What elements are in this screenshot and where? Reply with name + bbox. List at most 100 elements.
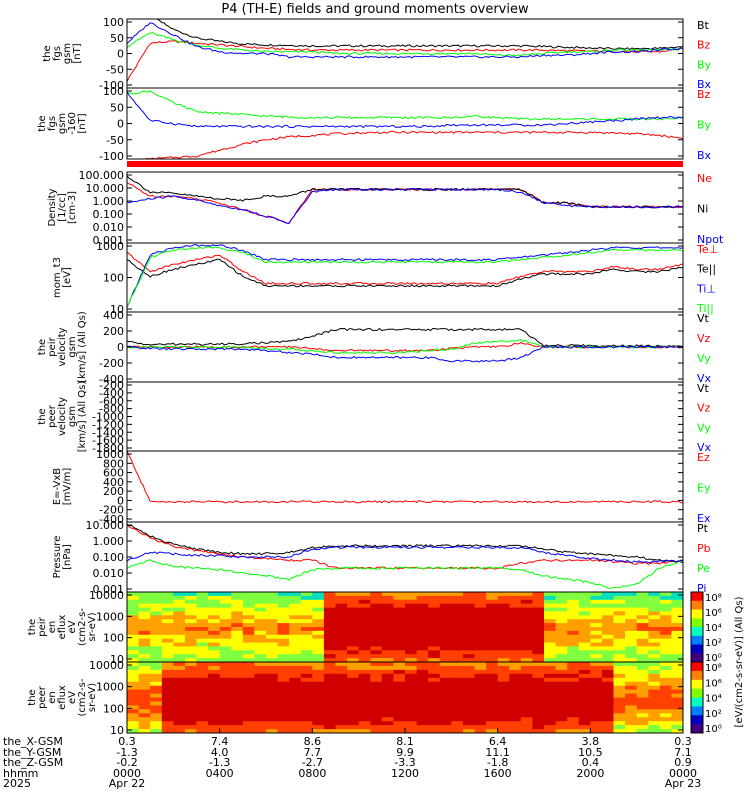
spectrogram-cell (312, 615, 325, 620)
spectrogram-cell (393, 669, 406, 675)
spectrogram-cell (613, 721, 626, 726)
spectrogram-cell (242, 669, 255, 675)
spectrogram-cell (219, 634, 232, 640)
spectrogram-cell (416, 623, 429, 628)
spectrogram-cell (323, 646, 336, 651)
spectrogram-cell (567, 705, 580, 710)
spectrogram-cell (196, 646, 209, 651)
spectrogram-cell (497, 658, 510, 663)
spectrogram-cell (150, 689, 163, 694)
spectrogram-cell (370, 689, 383, 694)
spectrogram-cell (497, 619, 510, 624)
y-tick-label: -200 (99, 504, 124, 517)
spectrogram-cell (208, 654, 221, 659)
y-tick-label: -200 (99, 357, 124, 370)
spectrogram-cell (462, 650, 475, 655)
spectrogram-cell (289, 599, 302, 605)
spectrogram-cell (405, 681, 418, 687)
spectrogram-cell (231, 709, 244, 714)
spectrogram-cell (184, 673, 197, 679)
spectrogram-cell (625, 729, 638, 734)
spectrogram-cell (381, 693, 394, 698)
spectrogram-cell (486, 717, 499, 722)
spectrogram-cell (659, 603, 672, 609)
spectrogram-cell (266, 615, 279, 620)
spectrogram-cell (161, 638, 174, 644)
spectrogram-cell (358, 693, 371, 698)
spectrogram-cell (300, 677, 313, 683)
spectrogram-cell (532, 685, 545, 691)
spectrogram-cell (242, 673, 255, 679)
spectrogram-cell (300, 646, 313, 651)
spectrogram-cell (636, 642, 649, 647)
y-axis-label-line: the (42, 45, 53, 61)
spectrogram-cell (266, 677, 279, 683)
spectrogram-cell (312, 721, 325, 726)
spectrogram-cell (370, 669, 383, 675)
spectrogram-cell (532, 615, 545, 620)
y-tick-label: -50 (106, 134, 124, 147)
spectrogram-cell (370, 721, 383, 726)
spectrogram-cell (462, 662, 475, 667)
spectrogram-cell (567, 717, 580, 722)
spectrogram-cell (173, 619, 186, 624)
spectrogram-cell (173, 685, 186, 691)
spectrogram-cell (578, 646, 591, 651)
spectrogram-cell (138, 650, 151, 655)
spectrogram-cell (555, 658, 568, 663)
spectrogram-cell (300, 673, 313, 679)
y-tick-label: 200 (103, 325, 124, 338)
spectrogram-cell (358, 729, 371, 734)
spectrogram-cell (323, 681, 336, 687)
spectrogram-cell (358, 627, 371, 632)
spectrogram-cell (428, 658, 441, 663)
spectrogram-cell (289, 729, 302, 734)
spectrogram-cell (266, 669, 279, 675)
spectrogram-cell (590, 709, 603, 714)
spectrogram-cell (428, 592, 441, 597)
spectrogram-cell (138, 627, 151, 632)
spectrogram-cell (497, 623, 510, 628)
spectrogram-cell (567, 642, 580, 647)
spectrogram-cell (335, 681, 348, 687)
spectrogram-cell (161, 662, 174, 667)
spectrogram-cell (497, 681, 510, 687)
spectrogram-cell (590, 615, 603, 620)
spectrogram-cell (532, 619, 545, 624)
spectrogram-cell (242, 697, 255, 702)
spectrogram-cell (161, 627, 174, 632)
spectrogram-cell (590, 603, 603, 609)
spectrogram-cell (636, 638, 649, 644)
spectrogram-cell (347, 607, 360, 612)
spectrogram-cell (462, 669, 475, 675)
spectrogram-cell (138, 685, 151, 691)
spectrogram-cell (544, 681, 557, 687)
spectrogram-cell (544, 607, 557, 612)
spectrogram-cell (277, 662, 290, 667)
spectrogram-cell (578, 603, 591, 609)
spectrogram-cell (370, 638, 383, 644)
spectrogram-cell (462, 615, 475, 620)
series-line-peir_vel-Vy (127, 339, 684, 355)
spectrogram-cell (312, 673, 325, 679)
y-axis-label-line: en (47, 691, 58, 704)
spectrogram-cell (590, 630, 603, 636)
spectrogram-cell (671, 709, 684, 714)
spectrogram-cell (150, 654, 163, 659)
spectrogram-cell (532, 595, 545, 601)
spectrogram-cell (567, 721, 580, 726)
spectrogram-cell (300, 681, 313, 687)
spectrogram-cell (335, 638, 348, 644)
spectrogram-cell (509, 619, 522, 624)
spectrogram-cell (671, 729, 684, 734)
spectrogram-cell (451, 725, 464, 730)
spectrogram-cell (671, 701, 684, 706)
spectrogram-cell (370, 630, 383, 636)
spectrogram-cell (300, 658, 313, 663)
spectrogram-cell (578, 638, 591, 644)
spectrogram-cell (428, 599, 441, 605)
panel-frame-temp (126, 242, 684, 313)
spectrogram-cell (277, 592, 290, 597)
spectrogram-cell (347, 689, 360, 694)
spectrogram-cell (555, 599, 568, 605)
